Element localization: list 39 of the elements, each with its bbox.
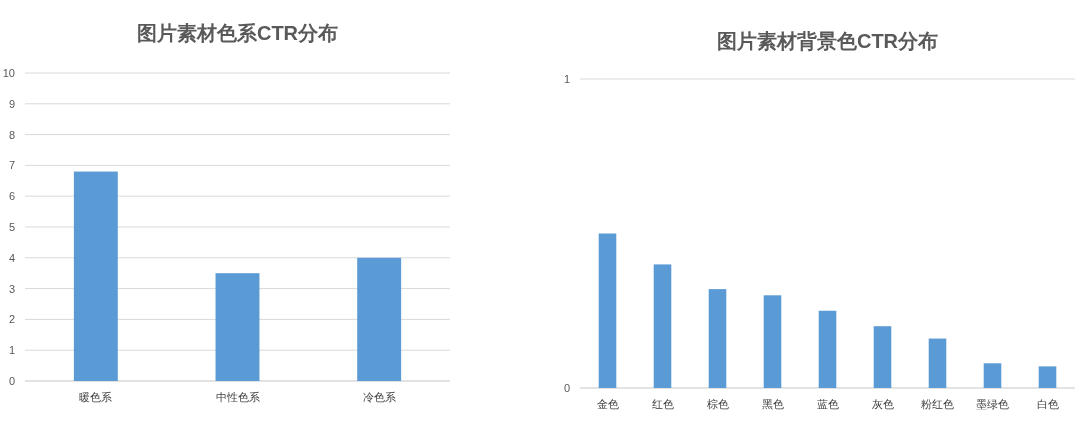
bar [73,171,118,381]
x-tick-label: 红色 [651,398,674,410]
x-tick-label: 灰色 [871,398,894,410]
bar [983,363,1002,388]
bar [653,264,672,388]
y-tick-label: 6 [8,190,15,203]
x-tick-label: 蓝色 [816,398,839,410]
x-tick-label: 墨绿色 [976,398,1009,410]
y-tick-label: 8 [8,128,15,141]
x-tick-label: 金色 [596,398,619,410]
bar [708,289,727,388]
x-tick-label: 暖色系 [79,391,113,403]
y-tick-label: 10 [2,67,15,79]
y-tick-label: 1 [563,73,570,85]
bar [598,233,617,388]
y-tick-label: 1 [8,344,15,357]
x-tick-label: 粉红色 [921,398,954,410]
chart-title: 图片素材背景色CTR分布 [716,30,939,52]
bar [873,326,892,388]
bar [215,273,260,381]
y-tick-label: 0 [563,382,570,394]
y-tick-label: 2 [8,313,15,326]
y-tick-label: 7 [8,159,15,172]
y-tick-label: 0 [8,375,15,387]
x-tick-label: 黑色 [761,398,784,410]
bar [357,257,402,381]
chart-title: 图片素材色系CTR分布 [136,22,339,44]
x-tick-label: 中性色系 [215,391,260,403]
bar [1038,366,1057,388]
x-tick-label: 冷色系 [362,391,396,403]
y-tick-label: 5 [8,221,15,233]
y-tick-label: 9 [8,97,15,110]
x-tick-label: 白色 [1036,398,1059,410]
x-tick-label: 棕色 [706,398,729,410]
bar [763,295,782,388]
y-tick-label: 3 [8,282,15,295]
bar [818,310,837,388]
bar [928,338,947,388]
y-tick-label: 4 [8,251,15,264]
